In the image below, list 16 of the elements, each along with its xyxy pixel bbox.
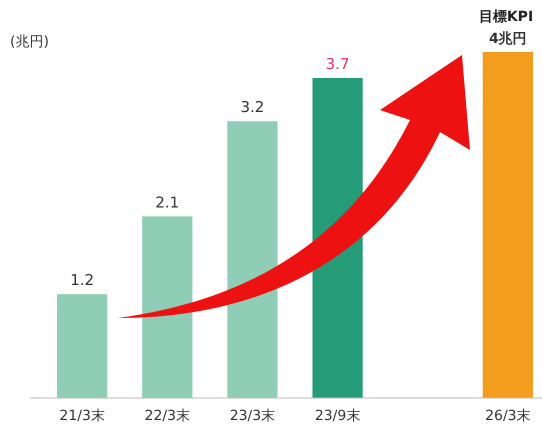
x-tick-label: 26/3末 xyxy=(485,408,531,424)
data-label: 1.2 xyxy=(70,271,94,290)
x-tick-label: 21/3末 xyxy=(59,408,105,424)
bar xyxy=(142,216,192,398)
data-label: 3.2 xyxy=(240,98,264,116)
bar xyxy=(227,121,278,398)
bar xyxy=(482,52,533,398)
data-label: 2.1 xyxy=(155,193,180,212)
data-label: 4兆円 xyxy=(488,31,527,47)
x-tick-label: 23/9末 xyxy=(314,408,360,424)
x-tick-label: 22/3末 xyxy=(144,408,190,424)
data-label: 3.7 xyxy=(326,54,350,73)
bar xyxy=(57,294,108,398)
annotation: 目標KPI xyxy=(478,9,534,25)
x-tick-label: 23/3末 xyxy=(230,408,276,424)
y-axis-title: (兆円) xyxy=(10,34,49,50)
